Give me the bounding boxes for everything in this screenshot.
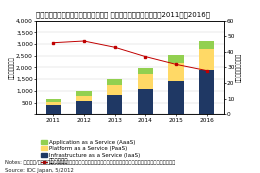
Text: 国内パブリッククラウドサービス市場 セグメント別売上額予測：2011年～2016年: 国内パブリッククラウドサービス市場 セグメント別売上額予測：2011年～2016… bbox=[36, 12, 210, 18]
Bar bbox=[46, 102, 61, 105]
Bar bbox=[46, 105, 61, 114]
Legend: Application as a Service (AaaS), Platform as a Service (PaaS), Infrastructure as: Application as a Service (AaaS), Platfor… bbox=[39, 138, 143, 167]
Y-axis label: 前年比成長率（％）: 前年比成長率（％） bbox=[236, 53, 242, 82]
Bar bbox=[199, 41, 214, 49]
Bar bbox=[76, 101, 92, 114]
Text: Notes: システム/アプリケーション開発、導入支援サービスなどのプロフェッショナルサービスは含まれていない。: Notes: システム/アプリケーション開発、導入支援サービスなどのプロフェッシ… bbox=[5, 160, 176, 165]
Y-axis label: 売上額（億円）: 売上額（億円） bbox=[9, 56, 15, 79]
Bar bbox=[46, 99, 61, 102]
Bar bbox=[76, 91, 92, 96]
Bar bbox=[138, 74, 153, 89]
Bar bbox=[76, 96, 92, 101]
Bar bbox=[168, 55, 184, 63]
Bar bbox=[199, 70, 214, 114]
Bar bbox=[138, 89, 153, 114]
Bar bbox=[168, 63, 184, 81]
Bar bbox=[168, 81, 184, 114]
Bar bbox=[107, 79, 122, 85]
Bar bbox=[199, 49, 214, 70]
Bar bbox=[107, 95, 122, 114]
Bar bbox=[107, 85, 122, 95]
Bar bbox=[138, 68, 153, 74]
Text: Source: IDC Japan, 5/2012: Source: IDC Japan, 5/2012 bbox=[5, 168, 74, 173]
